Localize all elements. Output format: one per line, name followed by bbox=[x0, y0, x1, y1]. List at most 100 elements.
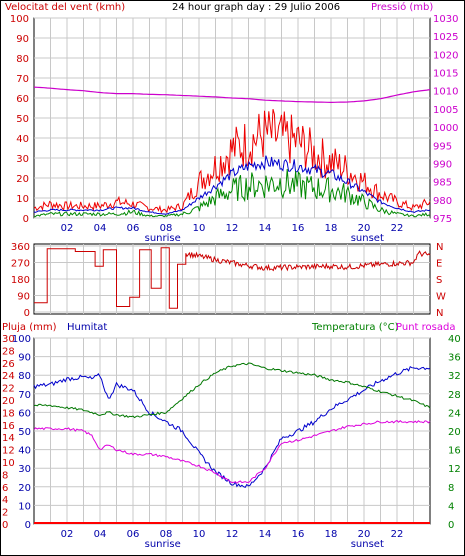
wind-tick-label: 90 bbox=[16, 34, 29, 45]
rain-tick-label: 26 bbox=[2, 359, 15, 370]
humidity-tick-label: 60 bbox=[18, 408, 31, 419]
pressure-tick-label: 1015 bbox=[433, 69, 458, 80]
wind-tick-label: 20 bbox=[16, 174, 29, 185]
wind_min-line bbox=[33, 168, 431, 218]
pressure-tick-label: 995 bbox=[433, 141, 452, 152]
pressure-tick-label: 990 bbox=[433, 159, 452, 170]
wind-axis-title: Velocitat del vent (kmh) bbox=[5, 2, 125, 13]
humidity-tick-label: 30 bbox=[18, 464, 31, 475]
pressure-axis-title: Pressió (mb) bbox=[371, 1, 433, 13]
hour-tick-label: 04 bbox=[94, 223, 107, 234]
humidity-tick-label: 40 bbox=[18, 446, 31, 457]
rain-tick-label: 4 bbox=[2, 495, 8, 506]
rain-tick-label: 8 bbox=[2, 470, 8, 481]
temperature-tick-label: 4 bbox=[448, 501, 454, 512]
humidity-tick-label: 70 bbox=[18, 390, 31, 401]
pressure-tick-label: 1000 bbox=[433, 123, 458, 134]
humidity-axis-title: Humitat bbox=[67, 322, 107, 333]
hour-tick-label: 02 bbox=[61, 529, 74, 540]
rain-axis-title: Pluja (mm) bbox=[2, 322, 57, 333]
hour-tick-label: 06 bbox=[127, 529, 140, 540]
hour-tick-label: 18 bbox=[325, 223, 338, 234]
hour-tick-label: 12 bbox=[226, 223, 239, 234]
temperature-tick-label: 12 bbox=[448, 464, 461, 475]
wind-tick-label: 0 bbox=[23, 214, 29, 225]
temperature-tick-label: 32 bbox=[448, 371, 461, 382]
rain-tick-label: 24 bbox=[2, 371, 15, 382]
wind_avg-line bbox=[33, 155, 431, 215]
pressure-tick-label: 1005 bbox=[433, 105, 458, 116]
sunset-label: sunset bbox=[351, 539, 384, 550]
compass-tick-label: N bbox=[436, 242, 443, 253]
sunrise-label: sunrise bbox=[145, 233, 181, 244]
wind-tick-label: 40 bbox=[16, 134, 29, 145]
rain-tick-label: 2 bbox=[2, 508, 8, 519]
humidity-tick-label: 80 bbox=[18, 371, 31, 382]
rain-tick-label: 16 bbox=[2, 421, 15, 432]
hour-tick-label: 18 bbox=[325, 529, 338, 540]
hour-tick-label: 16 bbox=[292, 223, 305, 234]
hour-tick-label: 08 bbox=[160, 529, 173, 540]
temperature-tick-label: 0 bbox=[448, 520, 454, 531]
direction-line bbox=[34, 247, 431, 309]
rain-tick-label: 28 bbox=[2, 346, 15, 357]
temperature-tick-label: 8 bbox=[448, 483, 454, 494]
humidity-tick-label: 100 bbox=[12, 334, 31, 345]
rain-tick-label: 20 bbox=[2, 396, 15, 407]
wind-tick-label: 70 bbox=[16, 74, 29, 85]
temperature-tick-label: 28 bbox=[448, 390, 461, 401]
rain-tick-label: 14 bbox=[2, 433, 15, 444]
rain-tick-label: 18 bbox=[2, 408, 15, 419]
compass-tick-label: S bbox=[436, 275, 442, 286]
hour-tick-label: 20 bbox=[358, 529, 371, 540]
hour-tick-label: 20 bbox=[358, 223, 371, 234]
hour-tick-label: 16 bbox=[292, 529, 305, 540]
hour-tick-label: 04 bbox=[94, 529, 107, 540]
gust-line bbox=[33, 108, 431, 214]
dewpoint-line bbox=[33, 419, 431, 484]
rain-tick-label: 30 bbox=[2, 334, 15, 345]
humidity-tick-label: 50 bbox=[18, 427, 31, 438]
wind-tick-label: 50 bbox=[16, 114, 29, 125]
hour-tick-label: 10 bbox=[193, 529, 206, 540]
temperature-tick-label: 24 bbox=[448, 408, 461, 419]
temperature-line bbox=[33, 362, 431, 419]
temperature-tick-label: 36 bbox=[448, 353, 461, 364]
dewpoint-axis-title: Punt rosada bbox=[396, 322, 455, 333]
rain-tick-label: 10 bbox=[2, 458, 15, 469]
hour-tick-label: 12 bbox=[226, 529, 239, 540]
wind-tick-label: 100 bbox=[10, 14, 29, 25]
compass-tick-label: E bbox=[436, 259, 442, 270]
hour-tick-label: 14 bbox=[259, 529, 272, 540]
sunset-label: sunset bbox=[351, 233, 384, 244]
pressure-tick-label: 1010 bbox=[433, 87, 458, 98]
temperature-tick-label: 16 bbox=[448, 446, 461, 457]
rain-tick-label: 0 bbox=[2, 520, 8, 531]
pressure-tick-label: 975 bbox=[433, 214, 452, 225]
pressure-tick-label: 1025 bbox=[433, 32, 458, 43]
direction-tick-label: 90 bbox=[17, 292, 30, 303]
wind-tick-label: 60 bbox=[16, 94, 29, 105]
pressure-tick-label: 1030 bbox=[433, 14, 458, 25]
rain-tick-label: 6 bbox=[2, 483, 8, 494]
hour-tick-label: 08 bbox=[160, 223, 173, 234]
hour-tick-label: 10 bbox=[193, 223, 206, 234]
direction-tick-label: 360 bbox=[11, 242, 30, 253]
direction-tick-label: 0 bbox=[24, 308, 30, 319]
wind-tick-label: 30 bbox=[16, 154, 29, 165]
direction-tick-label: 180 bbox=[11, 275, 30, 286]
hour-tick-label: 14 bbox=[259, 223, 272, 234]
pressure-tick-label: 980 bbox=[433, 196, 452, 207]
hour-tick-label: 22 bbox=[391, 223, 404, 234]
pressure-line bbox=[33, 86, 431, 104]
humidity-line bbox=[33, 365, 431, 489]
humidity-tick-label: 0 bbox=[25, 520, 31, 531]
direction-tick-label: 270 bbox=[11, 259, 30, 270]
rain-tick-label: 12 bbox=[2, 446, 15, 457]
compass-tick-label: W bbox=[436, 292, 446, 303]
sunrise-label: sunrise bbox=[145, 539, 181, 550]
hour-tick-label: 06 bbox=[127, 223, 140, 234]
wind-tick-label: 80 bbox=[16, 54, 29, 65]
